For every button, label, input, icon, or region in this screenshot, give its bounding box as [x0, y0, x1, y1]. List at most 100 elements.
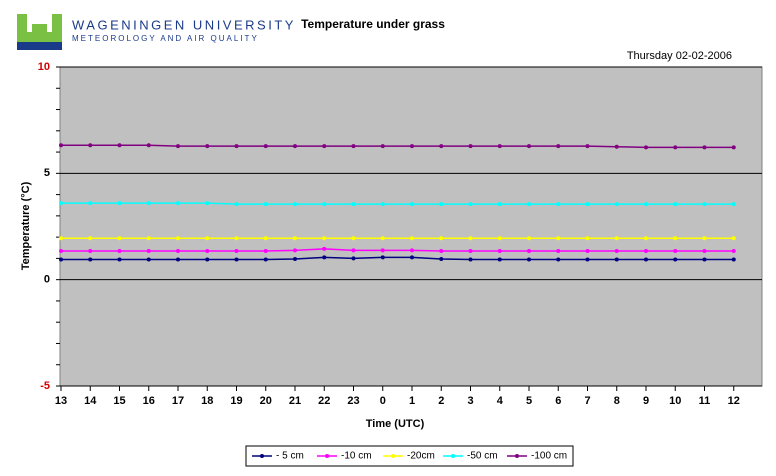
x-tick-label: 1: [409, 395, 415, 407]
series-line: [61, 144, 734, 149]
data-point: [497, 236, 502, 241]
data-point: [585, 248, 590, 253]
x-tick-label: 4: [497, 395, 504, 407]
legend-marker: [451, 454, 455, 458]
legend-label: - 5 cm: [276, 451, 304, 462]
data-point: [117, 248, 122, 253]
x-axis-label: Time (UTC): [366, 418, 425, 430]
x-tick-label: 7: [584, 395, 590, 407]
data-point: [59, 143, 63, 148]
plot-area: [59, 66, 763, 387]
data-point: [234, 144, 239, 149]
data-point: [263, 236, 268, 241]
data-point: [176, 248, 180, 253]
x-tick-label: 11: [699, 395, 711, 407]
data-point: [673, 257, 678, 262]
data-point: [146, 236, 151, 241]
series-line: [61, 248, 734, 252]
data-point: [614, 248, 619, 253]
data-point: [410, 202, 414, 207]
data-point: [234, 236, 239, 241]
x-tick-label: 2: [438, 395, 444, 407]
data-point: [293, 202, 297, 207]
data-point: [293, 144, 297, 149]
x-tick-label: 21: [289, 395, 301, 407]
x-tick-label: 10: [669, 395, 681, 407]
data-point: [614, 257, 619, 262]
x-tick-label: 0: [380, 395, 386, 407]
y-tick-label: 0: [44, 274, 50, 286]
data-point: [117, 143, 122, 148]
data-point: [88, 143, 93, 148]
data-point: [410, 144, 414, 149]
data-point: [322, 202, 327, 207]
data-point: [673, 248, 678, 253]
data-point: [88, 201, 93, 206]
data-point: [322, 255, 327, 260]
x-tick-label: 18: [201, 395, 213, 407]
data-point: [468, 257, 473, 262]
data-point: [585, 257, 590, 262]
data-point: [380, 248, 385, 253]
data-point: [146, 201, 151, 206]
data-point: [468, 236, 473, 241]
y-tick-label: 10: [38, 61, 50, 73]
data-point: [176, 236, 180, 241]
data-point: [527, 248, 531, 253]
data-point: [614, 236, 619, 241]
data-point: [263, 257, 268, 262]
data-point: [205, 248, 210, 253]
data-point: [644, 202, 648, 207]
data-point: [410, 248, 414, 253]
x-tick-label: 3: [467, 395, 473, 407]
data-point: [205, 144, 210, 149]
data-point: [556, 202, 561, 207]
data-point: [702, 248, 707, 253]
data-point: [117, 257, 122, 262]
data-point: [59, 248, 63, 253]
data-point: [293, 248, 297, 253]
data-point: [263, 202, 268, 207]
data-point: [527, 202, 531, 207]
data-point: [497, 257, 502, 262]
university: WAGENINGEN UNIVERSITY: [72, 17, 296, 32]
data-point: [702, 236, 707, 241]
data-point: [556, 248, 561, 253]
data-point: [380, 202, 385, 207]
data-point: [702, 145, 707, 150]
data-point: [176, 144, 180, 149]
department: METEOROLOGY AND AIR QUALITY: [72, 34, 259, 43]
data-point: [556, 144, 561, 149]
data-point: [614, 144, 619, 149]
data-point: [439, 248, 444, 253]
data-point: [234, 248, 239, 253]
data-point: [380, 144, 385, 149]
data-point: [322, 144, 327, 149]
data-point: [614, 202, 619, 207]
x-tick-label: 9: [643, 395, 649, 407]
x-tick-label: 8: [614, 395, 620, 407]
data-point: [205, 257, 210, 262]
data-point: [59, 257, 63, 262]
data-point: [410, 255, 414, 260]
data-point: [380, 255, 385, 260]
series-line: [61, 256, 734, 261]
x-tick-label: 13: [55, 395, 67, 407]
y-tick-label: 5: [44, 167, 50, 179]
series-line: [61, 202, 734, 205]
data-point: [351, 202, 356, 207]
data-point: [439, 144, 444, 149]
legend-marker: [515, 454, 519, 458]
data-point: [468, 202, 473, 207]
data-point: [644, 236, 648, 241]
data-point: [351, 236, 356, 241]
data-point: [731, 145, 736, 150]
data-point: [59, 236, 63, 241]
data-point: [293, 257, 297, 262]
data-point: [497, 248, 502, 253]
data-point: [556, 236, 561, 241]
data-point: [585, 144, 590, 149]
data-point: [351, 256, 356, 261]
data-point: [673, 202, 678, 207]
